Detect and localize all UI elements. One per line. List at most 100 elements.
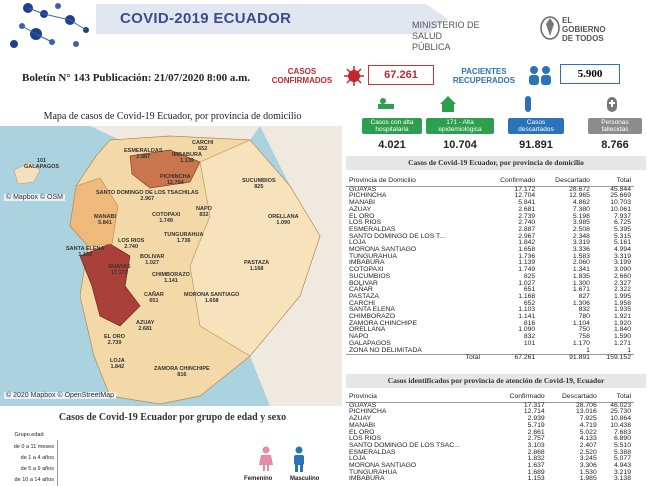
table-cell: 4.133 bbox=[579, 435, 597, 443]
recovered-value: 5.900 bbox=[560, 64, 620, 84]
table-row[interactable]: AZUAY 2.681 7.380 10.061 bbox=[346, 205, 634, 214]
table-row[interactable]: CARCHI 652 1.306 1.958 bbox=[346, 299, 634, 308]
map-attribution-bottom[interactable]: © 2020 Mapbox © OpenStreetMap bbox=[4, 392, 116, 399]
table-cell: 5.077 bbox=[613, 455, 631, 463]
age-group-1: de 1 a 4 años bbox=[20, 455, 54, 461]
table-row[interactable]: MORONA SANTIAGO 1.658 3.336 4.994 bbox=[346, 246, 634, 254]
table-cell: 1.985 bbox=[579, 475, 597, 483]
label-santa-elena: SANTA ELENA 1.103 bbox=[66, 246, 105, 258]
table-cell: 28.672 bbox=[569, 185, 590, 193]
recovered-label-1: PACIENTES bbox=[461, 67, 507, 76]
column-header: Confirmado bbox=[495, 393, 548, 403]
deceased-icon bbox=[607, 97, 617, 112]
table-cell: 5.388 bbox=[613, 448, 631, 456]
label-pichincha: PICHINCHA 12.704 bbox=[160, 174, 191, 186]
hospital-bed-icon bbox=[378, 98, 394, 109]
table-row[interactable]: CAÑAR 651 1.671 2.322 bbox=[346, 286, 634, 294]
table-row[interactable]: SUCUMBIOS 825 1.835 2.660 bbox=[346, 272, 634, 281]
table-cell: 758 bbox=[578, 333, 590, 341]
table-row[interactable]: MANABI 5.841 4.862 10.703 bbox=[346, 199, 634, 207]
confirmed-label-2: CONFIRMADOS bbox=[271, 76, 333, 85]
label-morona-santiago: MORONA SANTIAGO 1.658 bbox=[184, 292, 240, 304]
label-bolivar: BOLIVAR 1.027 bbox=[140, 254, 165, 266]
table-cell: 1.306 bbox=[572, 299, 590, 307]
table-row[interactable]: PASTAZA 1.168 827 1.995 bbox=[346, 292, 634, 301]
table-row[interactable]: MANABI 5.719 4.719 10.438 bbox=[346, 421, 634, 430]
table-row[interactable]: BOLIVAR 1.027 1.300 2.327 bbox=[346, 279, 634, 288]
table-row[interactable]: TUNGURAHUA 1.736 1.583 3.319 bbox=[346, 253, 634, 261]
column-header: Descartado bbox=[547, 393, 600, 403]
table-row[interactable]: LOS RIOS 2.740 3.985 6.725 bbox=[346, 219, 634, 227]
table-cell: 2.939 bbox=[527, 415, 545, 423]
table-row[interactable]: MORONA SANTIAGO 1.637 3.306 4.943 bbox=[346, 462, 634, 470]
table-row[interactable]: ZAMORA CHINCHIPE 816 1.104 1.920 bbox=[346, 320, 634, 328]
table-row[interactable]: EL ORO 2.739 5.198 7.937 bbox=[346, 212, 634, 221]
bulletin-info: Boletín N° 143 Publicación: 21/07/2020 8… bbox=[22, 72, 251, 84]
table-cell: ZONA NO DELIMITADA bbox=[349, 346, 422, 354]
table-row[interactable]: PICHINCHA 12.714 13.016 25.730 bbox=[346, 409, 634, 416]
table-row[interactable]: TUNGURAHUA 1.689 1.530 3.219 bbox=[346, 469, 634, 477]
label-manabi: MANABI 5.841 bbox=[94, 214, 116, 226]
table-row[interactable]: GUAYAS 17.317 28.706 46.023 bbox=[346, 402, 634, 409]
label-cotopaxi: COTOPAXI 1.749 bbox=[152, 212, 181, 224]
table-row[interactable]: LOJA 1.842 3.319 5.161 bbox=[346, 240, 634, 247]
table-row[interactable]: EL ORO 2.661 5.022 7.683 bbox=[346, 429, 634, 437]
table-row[interactable]: LOJA 1.832 3.245 5.077 bbox=[346, 456, 634, 463]
table-row[interactable]: CHIMBORAZO 1.141 780 1.921 bbox=[346, 313, 634, 321]
table-row[interactable]: GALAPAGOS 101 1.170 1.271 bbox=[346, 339, 634, 348]
table-row[interactable]: IMBABURA 1.139 2.060 3.199 bbox=[346, 260, 634, 267]
table-cell: 5.315 bbox=[613, 232, 631, 240]
table-cell: 6.890 bbox=[613, 435, 631, 443]
total-cell: Total bbox=[465, 354, 480, 362]
map-attribution-top[interactable]: © Mapbox © OSM bbox=[4, 194, 65, 201]
table-row[interactable]: PICHINCHA 12.704 12.965 25.669 bbox=[346, 193, 634, 200]
table-cell: 5.841 bbox=[518, 199, 536, 207]
card-label-3: Personas fallecidas bbox=[588, 118, 642, 134]
table-row[interactable]: SANTA ELENA 1.103 832 1.935 bbox=[346, 307, 634, 314]
table-row[interactable]: IMBABURA 1.153 1.985 3.138 bbox=[346, 476, 634, 483]
table-cell: 1.170 bbox=[572, 339, 590, 347]
table-cell: 2.739 bbox=[518, 212, 536, 220]
label-canar: CAÑAR 651 bbox=[144, 292, 164, 304]
table-cell: CAÑAR bbox=[349, 286, 373, 294]
table-cell: SANTA ELENA bbox=[349, 306, 395, 314]
table-row[interactable]: COTOPAXI 1.749 1.341 3.090 bbox=[346, 266, 634, 274]
province-map[interactable]: 101 GALAPAGOS ESMERALDAS 2.887 CARCHI 652 I… bbox=[0, 126, 342, 406]
table-row[interactable]: NAPO 832 758 1.590 bbox=[346, 333, 634, 341]
table-row[interactable]: ESMERALDAS 2.868 2.520 5.388 bbox=[346, 448, 634, 457]
table-cell: 28.706 bbox=[575, 401, 597, 409]
table-cell: 1.995 bbox=[613, 292, 631, 300]
confirmed-label: CASOS CONFIRMADOS bbox=[262, 67, 342, 85]
table-cell: 825 bbox=[523, 272, 536, 280]
table-cell: 4.719 bbox=[579, 421, 597, 429]
age-legend-title: Grupo.edad bbox=[14, 432, 44, 438]
table-row[interactable]: ESMERALDAS 2.887 2.508 5.395 bbox=[346, 225, 634, 234]
table-row[interactable]: SANTO DOMINGO DE LOS TSAC... 3.103 2.407 5.… bbox=[346, 442, 634, 450]
table-cell: 1.300 bbox=[572, 279, 590, 287]
table-row[interactable]: AZUAY 2.939 7.925 10.864 bbox=[346, 415, 634, 423]
table-cell: 2.322 bbox=[613, 286, 631, 294]
table-row[interactable]: GUAYAS 17.172 28.672 45.844 bbox=[346, 186, 634, 193]
table-cell: LOJA bbox=[349, 455, 366, 463]
table-cell: ESMERALDAS bbox=[349, 448, 396, 456]
total-cell: 67.261 bbox=[514, 354, 536, 362]
table-cell: AZUAY bbox=[349, 415, 372, 423]
table1-title: Casos de Covid-19 Ecuador, por provincia… bbox=[346, 156, 646, 170]
table-cell: 2.508 bbox=[572, 225, 590, 233]
table-cell: 10.061 bbox=[610, 205, 631, 213]
table-cell: 1.958 bbox=[613, 299, 631, 307]
table-row[interactable]: ORELLANA 1.090 750 1.840 bbox=[346, 327, 634, 334]
table-cell: 1.935 bbox=[613, 306, 631, 314]
table-row[interactable]: ZONA NO DELIMITADA 1 1 bbox=[346, 346, 634, 355]
table-cell: LOS RIOS bbox=[349, 435, 382, 443]
table-cell: EL ORO bbox=[349, 212, 375, 220]
table-cell: 7.380 bbox=[572, 205, 590, 213]
table-cell: AZUAY bbox=[349, 205, 372, 213]
table-row[interactable]: SANTO DOMINGO DE LOS T... 2.967 2.348 5.315 bbox=[346, 232, 634, 241]
table-row[interactable]: LOS RIOS 2.757 4.133 6.890 bbox=[346, 435, 634, 443]
card-label-1: 171 - Alta epidemiológica bbox=[426, 118, 494, 134]
gov-line-1: EL bbox=[562, 16, 573, 25]
age-chart-title: Casos de Covid-19 Ecuador por grupo de e… bbox=[58, 412, 287, 423]
table-cell: GALAPAGOS bbox=[349, 339, 391, 347]
coat-of-arms-icon bbox=[540, 16, 560, 40]
